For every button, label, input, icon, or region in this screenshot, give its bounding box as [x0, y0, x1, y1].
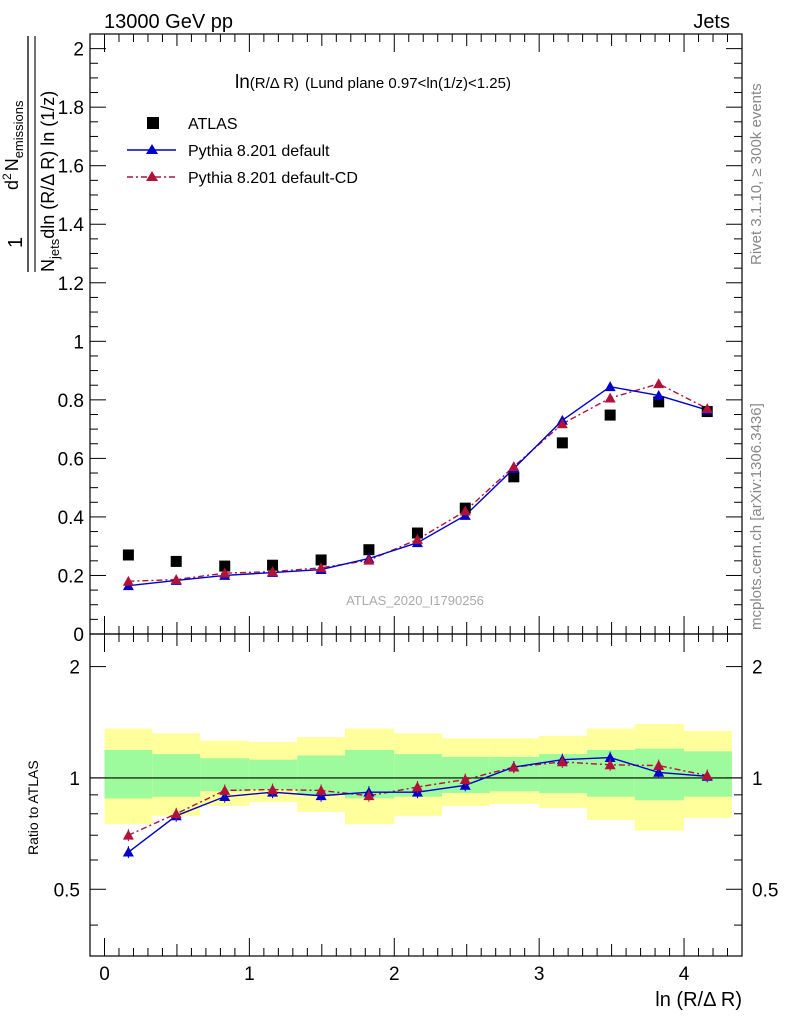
ratio-pythia-cd-point — [556, 756, 568, 767]
main-y-tick-label: 1.2 — [58, 274, 84, 295]
rivet-version-label: Rivet 3.1.10, ≥ 300k events — [748, 83, 765, 265]
ratio-pythia-cd-point — [315, 784, 327, 795]
main-pythia-cd-point — [267, 566, 279, 577]
legend-atlas-label: ATLAS — [188, 116, 238, 133]
legend-cd-label: Pythia 8.201 default-CD — [188, 170, 358, 187]
main-atlas-point — [219, 560, 231, 572]
ratio-pythia-default-point — [604, 752, 616, 762]
ratio-pythia-cd-point — [267, 784, 279, 794]
main-atlas-point — [411, 527, 423, 539]
main-y-tick-label: 0.8 — [58, 391, 84, 412]
x-tick-label: 2 — [389, 964, 400, 985]
main-atlas-point — [363, 544, 375, 556]
main-pythia-cd-point — [701, 403, 713, 414]
ratio-pythia-cd-point — [363, 790, 375, 801]
main-pythia-cd-point — [363, 554, 375, 565]
main-y-tick-label: 1.4 — [58, 215, 85, 236]
ratio-pythia-cd-point — [508, 761, 520, 772]
ratio-pythia-cd-point — [701, 770, 713, 780]
x-tick-label: 3 — [534, 964, 545, 985]
ylabel-numerator-one: 1 — [5, 237, 27, 248]
main-atlas-point — [653, 396, 665, 408]
main-y-tick-label: 1.6 — [58, 157, 84, 178]
ratio-pythia-cd-point — [411, 781, 423, 792]
legend-atlas-marker — [147, 117, 159, 129]
ratio-y-tick-label-right: 2 — [752, 658, 763, 679]
x-tick-label: 0 — [99, 964, 110, 985]
main-pythia-cd-point — [556, 418, 568, 429]
main-pythia-cd-point — [411, 533, 423, 544]
legend-default-marker — [146, 144, 158, 154]
ratio-y-tick-label-right: 1 — [752, 769, 763, 790]
legend-cd-marker — [146, 171, 158, 181]
axes-frames: 0 0.2 0.4 0.6 0.8 1 1.2 1.4 1.6 1.8 2 0.5 0.5 1 1 2 2 0 1 2… — [54, 33, 778, 985]
ratio-band-green — [152, 754, 201, 797]
main-atlas-point — [556, 437, 568, 449]
ylabel-denominator: Njetsdln (R/Δ R) ln (1/z) — [38, 91, 62, 272]
main-y-tick-label: 0.2 — [58, 566, 84, 587]
ratio-pythia-cd-point — [459, 774, 471, 784]
main-pythia-cd-point — [219, 567, 231, 578]
ratio-pythia-cd-point — [219, 784, 231, 795]
main-pythia-cd-point — [170, 574, 182, 584]
main-panel-series — [122, 378, 713, 591]
ratio-pythia-cd-point — [653, 760, 665, 770]
ratio-band-green — [489, 756, 540, 792]
ylabel-numerator: d2Nemissions — [0, 100, 26, 190]
plot-title: ln(R/Δ R) (Lund plane 0.97<ln(1/z)<1.25) — [235, 72, 511, 93]
main-pythia-cd-point — [604, 392, 616, 403]
analysis-watermark: ATLAS_2020_I1790256 — [346, 593, 484, 608]
main-y-tick-label: 0.6 — [58, 449, 84, 470]
main-pythia-default-point — [653, 389, 665, 400]
main-atlas-point — [170, 555, 182, 567]
ratio-y-tick-label-right: 0.5 — [752, 880, 778, 901]
main-atlas-point — [508, 471, 520, 483]
header-collision: 13000 GeV pp — [104, 11, 233, 33]
main-y-tick-label: 0 — [73, 625, 84, 646]
main-pythia-cd-point — [122, 575, 134, 586]
x-axis-label: ln (R/Δ R) — [655, 989, 742, 1011]
ratio-pythia-cd-point — [170, 808, 182, 819]
ratio-pythia-cd-point — [122, 829, 134, 840]
ratio-band-green — [249, 759, 298, 790]
ratio-pythia-cd-point — [604, 759, 616, 770]
ratio-pythia-default-point — [653, 766, 665, 777]
main-y-tick-label: 0.4 — [58, 508, 85, 529]
main-pythia-cd-point — [653, 378, 665, 389]
header-category: Jets — [693, 11, 730, 33]
x-tick-label: 1 — [244, 964, 255, 985]
main-atlas-point — [267, 559, 279, 571]
ratio-uncertainty-bands — [90, 723, 742, 831]
ratio-y-axis-label: Ratio to ATLAS — [25, 760, 41, 855]
mcplots-credit-label: mcplots.cern.ch [arXiv:1306.3436] — [748, 403, 765, 630]
ratio-band-green — [104, 749, 153, 799]
main-pythia-cd-point — [459, 505, 471, 516]
x-tick-label: 4 — [679, 964, 690, 985]
main-y-tick-label: 1 — [73, 332, 84, 353]
main-y-tick-label: 1.8 — [58, 98, 84, 119]
main-y-axis-label: 1 d2Nemissions Njetsdln (R/Δ R) ln (1/z) — [0, 36, 62, 272]
ratio-y-tick-label: 2 — [69, 658, 80, 679]
main-pythia-cd-point — [508, 461, 520, 471]
main-pythia-default-line — [128, 385, 708, 587]
ratio-y-tick-label: 0.5 — [54, 880, 80, 901]
ratio-pythia-default-point — [122, 846, 134, 857]
main-pythia-cd-line — [128, 383, 708, 583]
legend-default-label: Pythia 8.201 default — [188, 143, 330, 160]
main-atlas-point — [604, 409, 616, 421]
main-y-tick-label: 2 — [73, 40, 84, 61]
main-atlas-point — [315, 554, 327, 566]
main-atlas-point — [122, 549, 134, 561]
legend: ATLAS Pythia 8.201 default Pythia 8.201 … — [127, 116, 358, 187]
main-pythia-default-point — [604, 381, 616, 392]
main-pythia-cd-point — [315, 562, 327, 573]
ratio-y-tick-label: 1 — [69, 769, 80, 790]
ratio-panel-series — [122, 751, 713, 859]
